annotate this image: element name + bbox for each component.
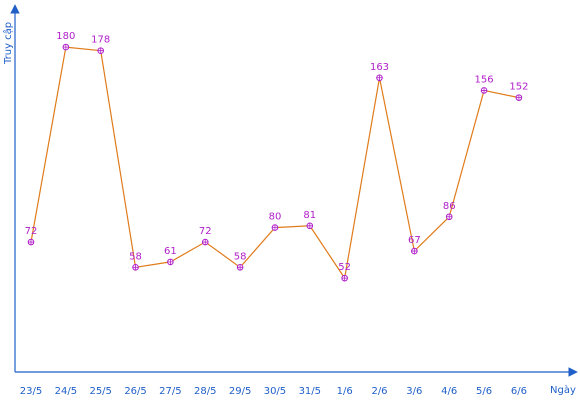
- data-label: 163: [370, 62, 389, 73]
- data-label: 81: [303, 210, 316, 221]
- data-label: 67: [408, 235, 421, 246]
- x-tick-label: 6/6: [511, 386, 527, 397]
- series-line: [30, 46, 520, 280]
- data-point-cross: [97, 47, 104, 54]
- x-tick-label: 5/6: [476, 386, 492, 397]
- data-point: [515, 94, 523, 101]
- data-label: 86: [443, 201, 456, 212]
- x-tick-label: 3/6: [406, 386, 422, 397]
- data-label: 180: [56, 31, 75, 42]
- x-tick-label: 27/5: [159, 386, 181, 397]
- data-label: 72: [25, 226, 38, 237]
- data-point-cross: [63, 44, 69, 50]
- data-label: 152: [509, 82, 528, 93]
- data-label: 58: [129, 251, 142, 262]
- x-tick-label: 24/5: [55, 386, 77, 397]
- data-point: [167, 258, 174, 266]
- data-point: [445, 213, 453, 221]
- data-point-cross: [376, 74, 383, 81]
- data-point-cross: [516, 94, 522, 101]
- x-tick-label: 28/5: [194, 386, 216, 397]
- data-point-cross: [446, 213, 452, 220]
- y-axis-title: Truy cập: [2, 22, 14, 65]
- series: [27, 43, 523, 282]
- data-point: [97, 47, 104, 55]
- x-tick-label: 31/5: [299, 386, 321, 397]
- data-label: 72: [199, 226, 212, 237]
- axes: Truy cập Ngày: [2, 4, 578, 396]
- data-point-cross: [202, 239, 209, 245]
- data-point: [480, 87, 488, 94]
- data-point: [376, 74, 383, 82]
- data-point-cross: [411, 248, 418, 254]
- data-label: 178: [91, 35, 110, 46]
- data-point-cross: [307, 222, 313, 229]
- x-tick-label: 29/5: [229, 386, 251, 397]
- data-point-cross: [237, 264, 243, 271]
- data-label: 156: [475, 74, 494, 85]
- data-point: [236, 264, 244, 271]
- x-tick-label: 30/5: [264, 386, 286, 397]
- data-label: 61: [164, 246, 177, 257]
- x-tick-label: 1/6: [337, 386, 353, 397]
- data-point: [271, 224, 279, 231]
- data-point-cross: [341, 275, 348, 281]
- data-point-cross: [481, 87, 487, 94]
- data-point: [306, 222, 314, 230]
- data-label: 80: [269, 212, 282, 223]
- data-point: [411, 247, 418, 255]
- x-axis-title: Ngày: [550, 384, 576, 396]
- data-point: [132, 264, 139, 271]
- data-point: [27, 238, 35, 246]
- data-label: 58: [234, 251, 247, 262]
- data-point: [341, 274, 348, 282]
- x-tick-label: 23/5: [20, 386, 42, 397]
- x-tick-label: 26/5: [124, 386, 146, 397]
- data-point-cross: [28, 239, 34, 245]
- data-point-cross: [272, 224, 278, 231]
- x-tick-label: 4/6: [441, 386, 457, 397]
- x-tick-label: 25/5: [89, 386, 111, 397]
- data-point-cross: [132, 264, 139, 271]
- data-label: 52: [338, 262, 351, 273]
- x-tick-label: 2/6: [371, 386, 387, 397]
- data-point-cross: [167, 259, 174, 265]
- data-point: [62, 43, 70, 51]
- data-labels: 72 180 178 58 61 72 58 80 81 52 163 67 86 156 152: [25, 31, 529, 273]
- x-tick-labels: 23/5 24/5 25/5 26/5 27/5 28/5 29/5 30/5 31/5 1/6 2…: [20, 386, 527, 397]
- data-point: [201, 238, 209, 246]
